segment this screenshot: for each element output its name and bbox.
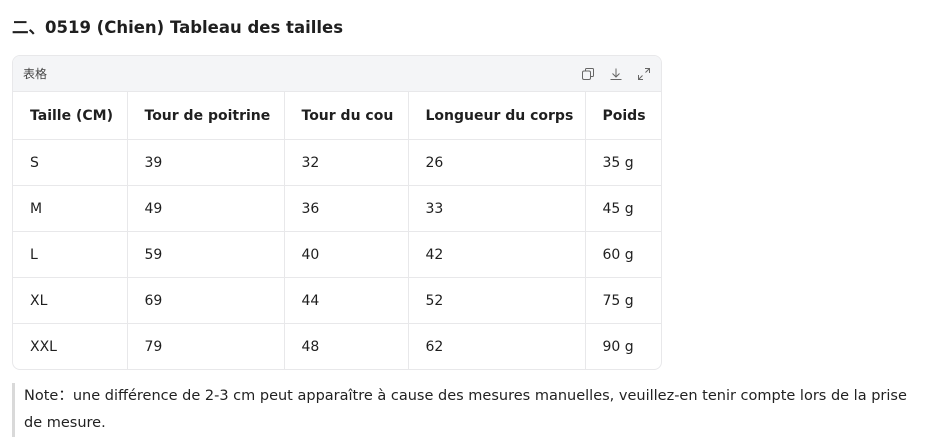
heading: 二、0519 (Chien) Tableau des tailles — [12, 18, 344, 37]
table-cell: 32 — [284, 139, 409, 186]
table-cell: S — [13, 139, 128, 186]
table-cell: 44 — [284, 277, 409, 324]
header-cell: Longueur du corps — [408, 92, 586, 140]
table-cell: 48 — [284, 323, 409, 369]
table-cell: 36 — [284, 185, 409, 232]
table-cell: M — [13, 185, 128, 232]
expand-icon[interactable] — [637, 67, 651, 81]
table-cell: 42 — [408, 231, 586, 278]
header-row: Taille (CM) Tour de poitrine Tour du cou Lo… — [13, 92, 661, 140]
table-row: XL 69 44 52 75 g — [13, 277, 661, 324]
table-cell: 52 — [408, 277, 586, 324]
table-cell: 35 g — [585, 139, 661, 186]
size-table: Taille (CM) Tour de poitrine Tour du cou Lo… — [13, 92, 661, 369]
table-cell: 59 — [127, 231, 285, 278]
toolbar: 表格 — [13, 56, 661, 92]
table-cell: 39 — [127, 139, 285, 186]
table-cell: 45 g — [585, 185, 661, 232]
header-cell: Tour de poitrine — [127, 92, 285, 140]
copy-icon[interactable] — [581, 67, 595, 81]
table-card: 表格 Taille (CM) Tour de poitrine Tour du co… — [12, 55, 662, 370]
table-cell: 33 — [408, 185, 586, 232]
table-cell: 90 g — [602, 338, 634, 355]
table-cell: 26 — [408, 139, 586, 186]
table-cell: 69 — [127, 277, 285, 324]
table-cell: 49 — [127, 185, 285, 232]
header-cell: Tour du cou — [284, 92, 409, 140]
table-row: M 49 36 33 45 g — [13, 185, 661, 232]
table-cell: XL — [13, 277, 128, 324]
table-cell: L — [13, 231, 128, 278]
download-icon[interactable] — [609, 67, 623, 81]
table-cell: XXL — [13, 323, 128, 369]
note: Note：une différence de 2-3 cm peut appar… — [12, 383, 914, 437]
table-row: L 59 40 42 60 g — [13, 231, 661, 278]
toolbar-label: 表格 — [23, 67, 48, 81]
table-row: S 39 32 26 35 g — [13, 139, 661, 186]
table-cell: 75 g — [585, 277, 661, 324]
table-cell: 79 — [127, 323, 285, 369]
table-cell: 62 — [408, 323, 586, 369]
header-cell: Taille (CM) — [13, 92, 128, 140]
header-cell: Poids — [585, 92, 661, 140]
table-row: XXL 79 48 62 90 g — [13, 323, 661, 369]
table-cell: 60 g — [585, 231, 661, 278]
table-cell: 40 — [284, 231, 409, 278]
